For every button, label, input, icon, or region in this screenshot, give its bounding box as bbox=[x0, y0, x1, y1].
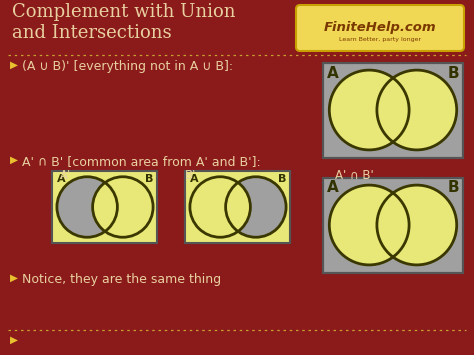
Text: A' ∩ B' [common area from A' and B']:: A' ∩ B' [common area from A' and B']: bbox=[22, 155, 261, 168]
Text: A': A' bbox=[60, 169, 71, 182]
Circle shape bbox=[57, 177, 118, 237]
Text: B: B bbox=[447, 66, 459, 81]
Text: Learn Better, party longer: Learn Better, party longer bbox=[339, 37, 421, 42]
Text: Notice, they are the same thing: Notice, they are the same thing bbox=[22, 273, 221, 286]
Text: (A ∪ B)' [everything not in A ∪ B]:: (A ∪ B)' [everything not in A ∪ B]: bbox=[22, 60, 233, 73]
Circle shape bbox=[226, 177, 286, 237]
Text: A: A bbox=[56, 174, 65, 184]
Text: A: A bbox=[327, 180, 339, 196]
Circle shape bbox=[329, 185, 409, 265]
Text: ▶: ▶ bbox=[10, 273, 18, 283]
Circle shape bbox=[329, 70, 409, 150]
Text: FiniteHelp.com: FiniteHelp.com bbox=[324, 21, 436, 33]
FancyBboxPatch shape bbox=[185, 171, 291, 243]
Text: ▶: ▶ bbox=[10, 60, 18, 70]
Text: B': B' bbox=[185, 169, 196, 182]
Text: B: B bbox=[145, 174, 154, 184]
Text: Complement with Union
and Intersections: Complement with Union and Intersections bbox=[12, 3, 236, 42]
Circle shape bbox=[377, 70, 457, 150]
FancyBboxPatch shape bbox=[185, 171, 291, 243]
Text: A' ∩ B': A' ∩ B' bbox=[335, 169, 374, 182]
FancyBboxPatch shape bbox=[323, 62, 463, 158]
Text: A: A bbox=[327, 66, 339, 81]
FancyBboxPatch shape bbox=[296, 5, 464, 51]
FancyBboxPatch shape bbox=[323, 178, 463, 273]
Text: B: B bbox=[278, 174, 286, 184]
Circle shape bbox=[190, 177, 250, 237]
Text: B: B bbox=[447, 180, 459, 196]
Text: ▶: ▶ bbox=[10, 155, 18, 165]
Text: A: A bbox=[190, 174, 198, 184]
Circle shape bbox=[377, 185, 457, 265]
FancyBboxPatch shape bbox=[53, 171, 157, 243]
Text: ▶: ▶ bbox=[10, 335, 18, 345]
FancyBboxPatch shape bbox=[53, 171, 157, 243]
Circle shape bbox=[92, 177, 153, 237]
